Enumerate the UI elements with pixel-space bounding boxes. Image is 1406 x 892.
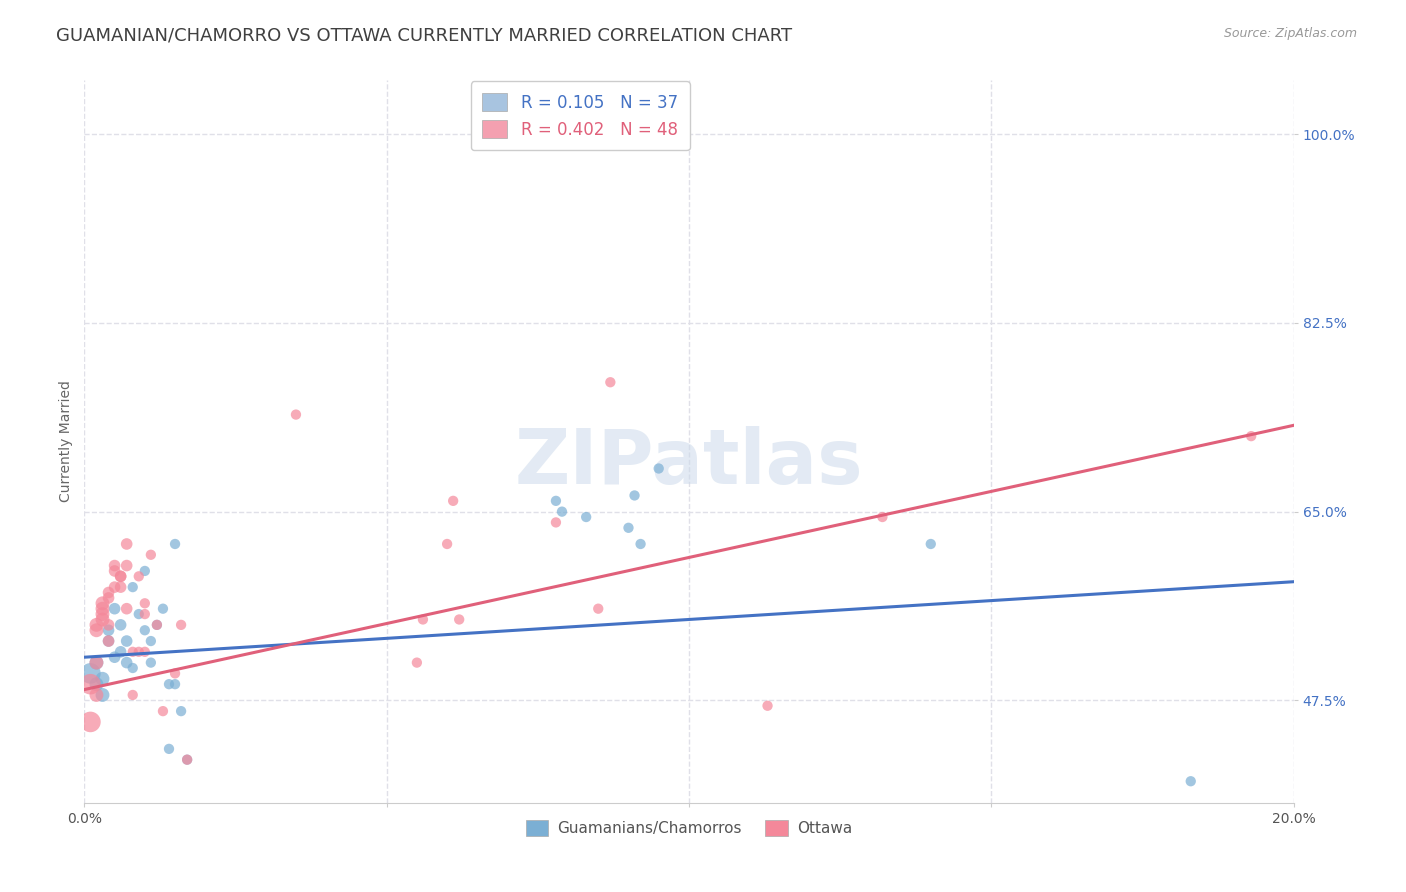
Point <box>110 569 132 583</box>
Point <box>97 634 120 648</box>
Point <box>134 645 156 659</box>
Point <box>617 521 640 535</box>
Point <box>86 688 108 702</box>
Point <box>544 516 567 530</box>
Point <box>285 408 308 422</box>
Point <box>1240 429 1263 443</box>
Point <box>115 656 138 670</box>
Point <box>630 537 652 551</box>
Point <box>872 510 894 524</box>
Point <box>110 645 132 659</box>
Point <box>588 601 610 615</box>
Point <box>436 537 458 551</box>
Point <box>91 607 114 621</box>
Point <box>920 537 942 551</box>
Point <box>115 558 138 573</box>
Point <box>165 666 187 681</box>
Point <box>157 677 180 691</box>
Point <box>104 564 127 578</box>
Point <box>551 505 574 519</box>
Point <box>79 677 101 691</box>
Point <box>152 601 174 615</box>
Point <box>128 569 150 583</box>
Point <box>86 656 108 670</box>
Point <box>139 656 162 670</box>
Point <box>86 624 108 638</box>
Point <box>599 376 621 390</box>
Point <box>79 666 101 681</box>
Point <box>1180 774 1202 789</box>
Point <box>623 488 645 502</box>
Point <box>152 704 174 718</box>
Point <box>176 753 198 767</box>
Y-axis label: Currently Married: Currently Married <box>59 381 73 502</box>
Point <box>134 607 156 621</box>
Legend: Guamanians/Chamorros, Ottawa: Guamanians/Chamorros, Ottawa <box>519 814 859 842</box>
Point <box>128 607 150 621</box>
Point <box>412 612 434 626</box>
Point <box>110 580 132 594</box>
Point <box>176 753 198 767</box>
Point <box>97 618 120 632</box>
Point <box>97 585 120 599</box>
Point <box>165 677 187 691</box>
Point <box>91 601 114 615</box>
Point <box>91 688 114 702</box>
Point <box>97 591 120 605</box>
Point <box>110 618 132 632</box>
Point <box>115 537 138 551</box>
Point <box>170 704 193 718</box>
Point <box>121 688 143 702</box>
Point <box>97 624 120 638</box>
Point <box>139 634 162 648</box>
Point <box>121 661 143 675</box>
Point <box>648 461 671 475</box>
Point <box>79 714 101 729</box>
Point <box>91 596 114 610</box>
Point <box>104 580 127 594</box>
Text: Source: ZipAtlas.com: Source: ZipAtlas.com <box>1223 27 1357 40</box>
Text: GUAMANIAN/CHAMORRO VS OTTAWA CURRENTLY MARRIED CORRELATION CHART: GUAMANIAN/CHAMORRO VS OTTAWA CURRENTLY M… <box>56 27 793 45</box>
Point <box>121 645 143 659</box>
Point <box>134 596 156 610</box>
Text: ZIPatlas: ZIPatlas <box>515 426 863 500</box>
Point <box>406 656 429 670</box>
Point <box>134 564 156 578</box>
Point <box>146 618 169 632</box>
Point <box>104 601 127 615</box>
Point <box>110 569 132 583</box>
Point <box>134 624 156 638</box>
Point <box>146 618 169 632</box>
Point <box>170 618 193 632</box>
Point <box>86 618 108 632</box>
Point <box>157 742 180 756</box>
Point <box>86 677 108 691</box>
Point <box>756 698 779 713</box>
Point <box>104 650 127 665</box>
Point <box>165 537 187 551</box>
Point <box>139 548 162 562</box>
Point <box>115 601 138 615</box>
Point <box>91 672 114 686</box>
Point <box>115 634 138 648</box>
Point <box>128 645 150 659</box>
Point <box>449 612 471 626</box>
Point <box>97 634 120 648</box>
Point <box>441 493 464 508</box>
Point <box>121 580 143 594</box>
Point <box>104 558 127 573</box>
Point <box>86 656 108 670</box>
Point <box>91 612 114 626</box>
Point <box>544 493 567 508</box>
Point <box>575 510 598 524</box>
